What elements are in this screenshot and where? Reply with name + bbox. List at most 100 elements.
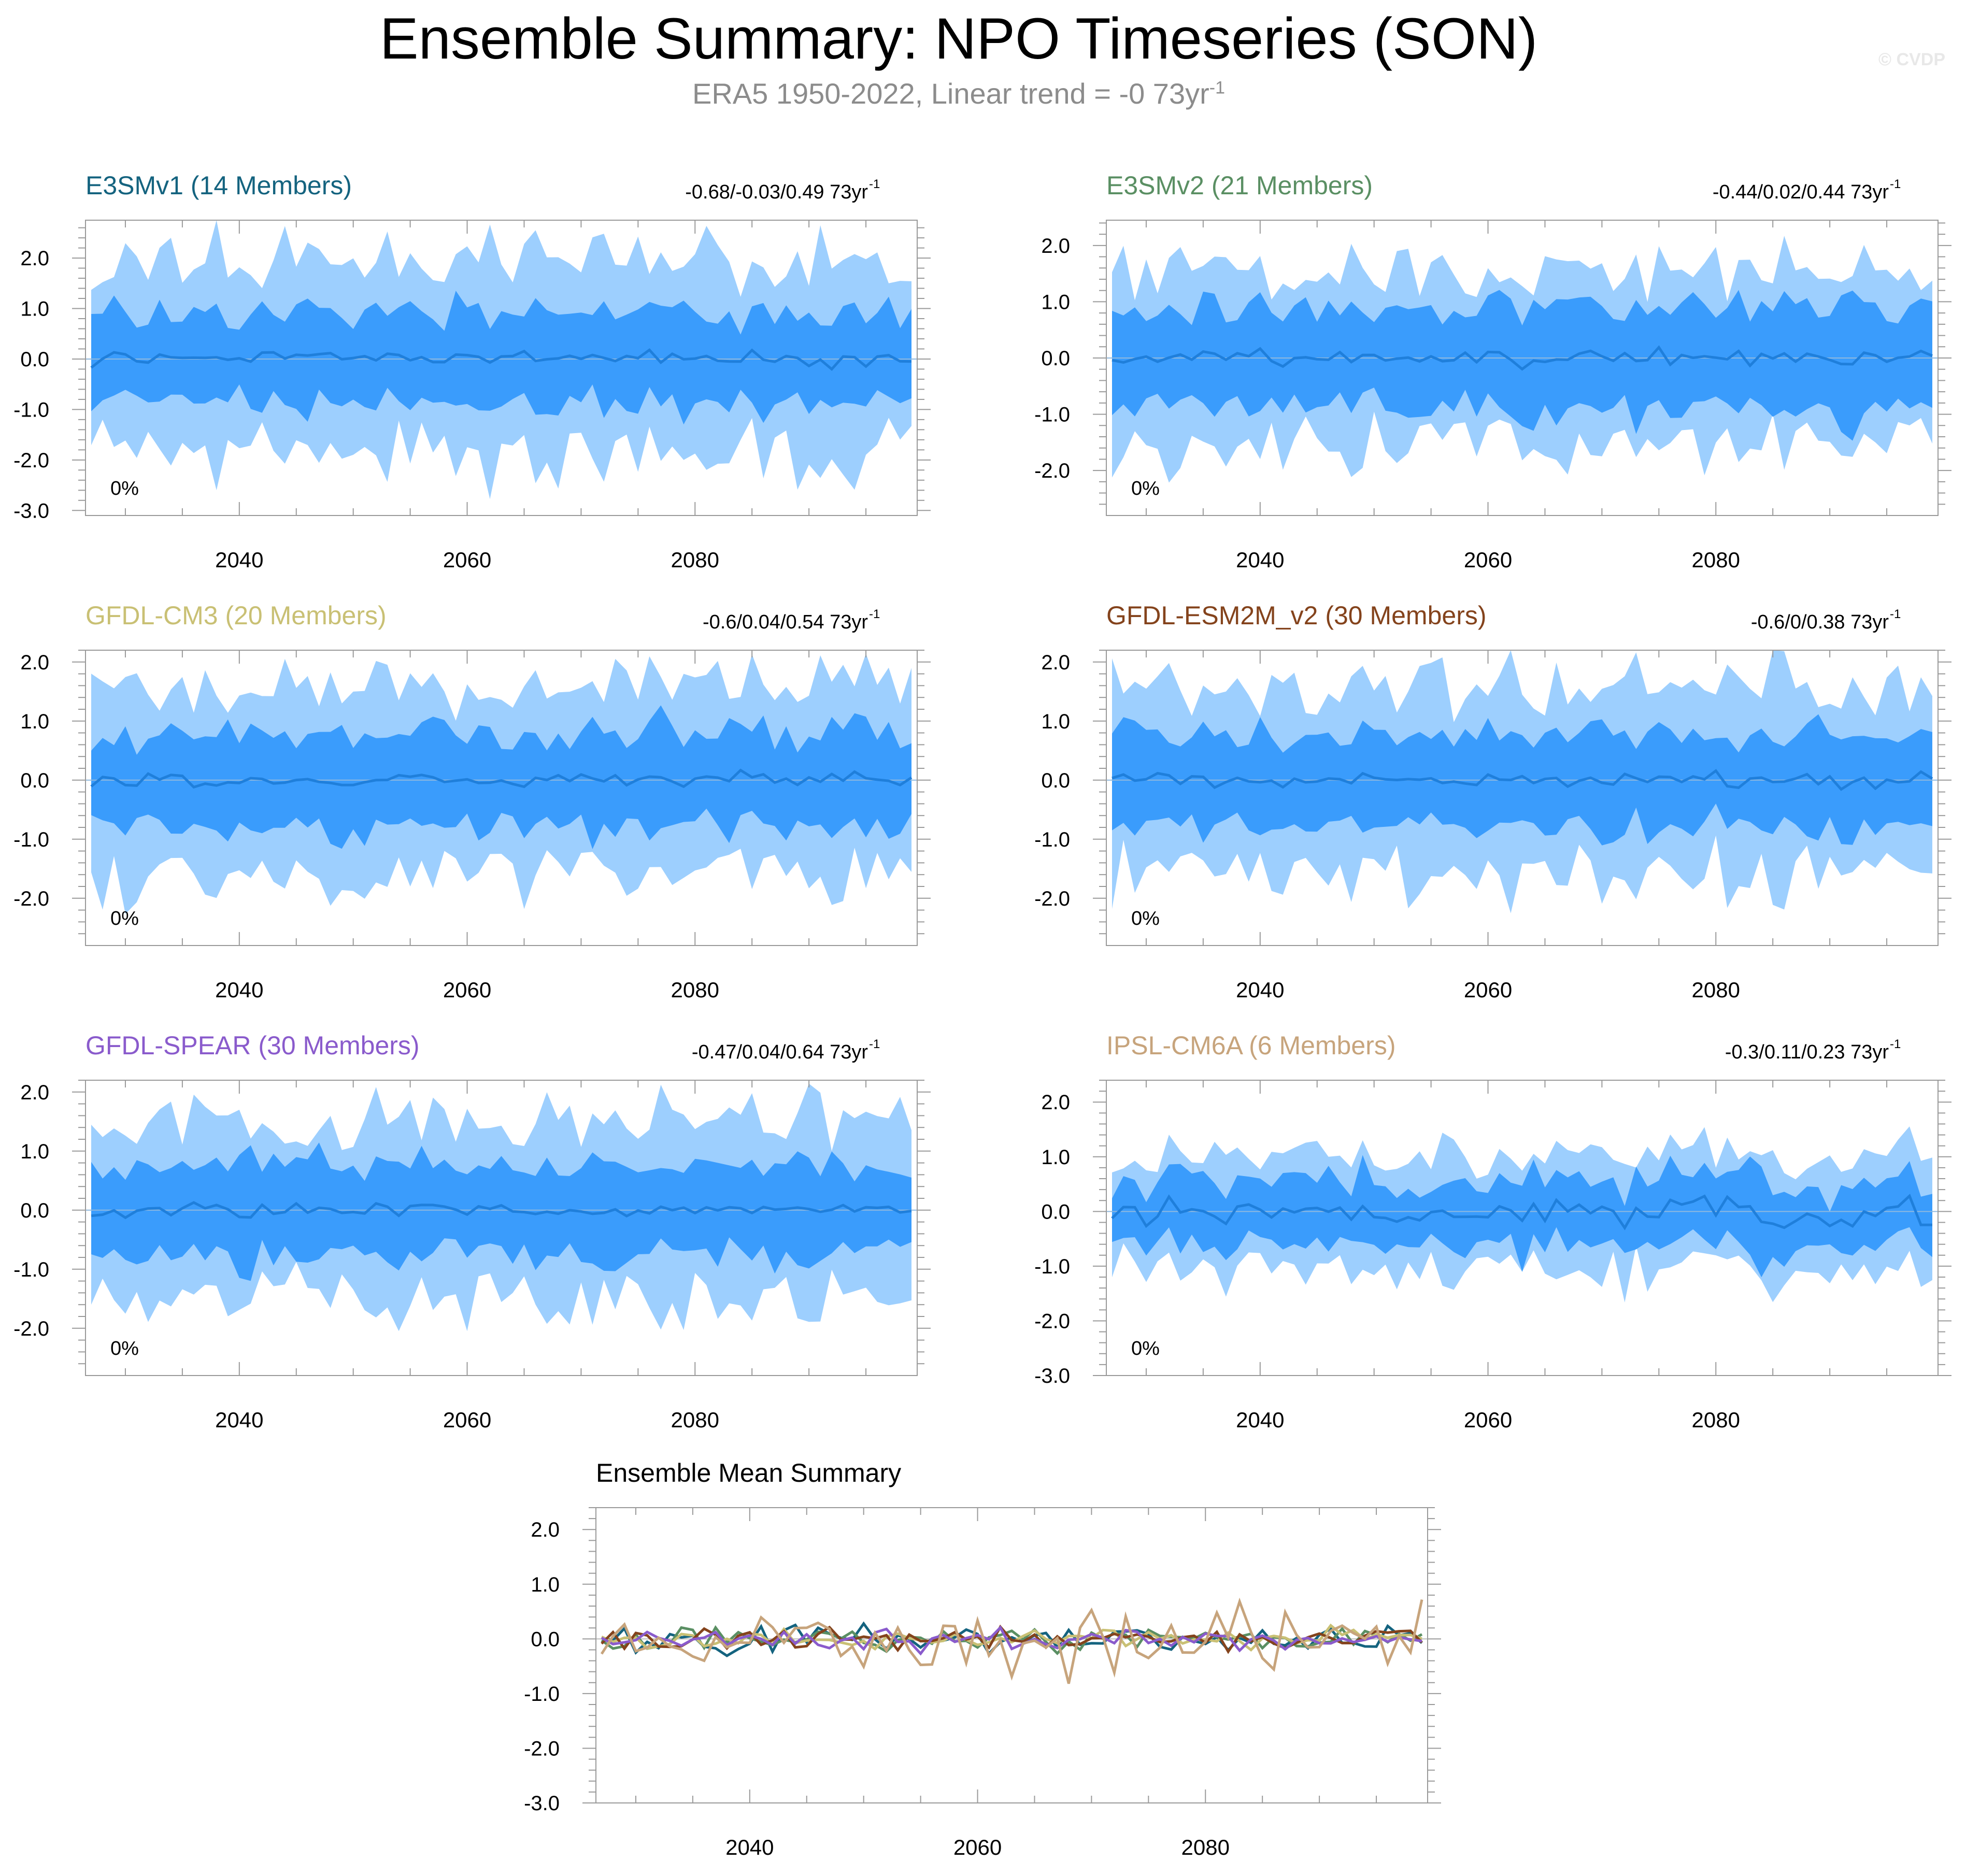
panel-title: E3SMv1 (14 Members) bbox=[86, 171, 352, 200]
y-tick-label: -1.0 bbox=[1034, 1255, 1070, 1278]
y-tick-label: -2.0 bbox=[13, 1318, 49, 1340]
x-tick-label: 2080 bbox=[671, 978, 719, 1002]
ensemble-mean-line bbox=[90, 768, 913, 789]
x-tick-label: 2080 bbox=[1692, 1408, 1740, 1432]
x-tick-label: 2080 bbox=[1692, 978, 1740, 1002]
y-tick-label: 0.0 bbox=[1041, 769, 1070, 792]
percent-label: 0% bbox=[1131, 908, 1160, 929]
plot-frame bbox=[1106, 220, 1939, 516]
plot-frame bbox=[595, 1507, 1428, 1803]
y-tick-label: -2.0 bbox=[524, 1737, 560, 1760]
x-tick-label: 2060 bbox=[1464, 978, 1512, 1002]
x-tick-label: 2080 bbox=[671, 1408, 719, 1432]
y-tick-label: 1.0 bbox=[531, 1573, 560, 1596]
panel-title: E3SMv2 (21 Members) bbox=[1106, 171, 1373, 200]
trend-label: -0.6/0.04/0.54 73yr bbox=[703, 611, 868, 633]
percent-label: 0% bbox=[1131, 478, 1160, 499]
subtitle-exponent: -1 bbox=[1209, 78, 1225, 98]
inner-range-band bbox=[91, 1142, 911, 1281]
x-tick-label: 2060 bbox=[443, 548, 491, 572]
y-tick-label: 2.0 bbox=[1041, 235, 1070, 257]
y-tick-label: -3.0 bbox=[1034, 1365, 1070, 1387]
y-tick-label: 1.0 bbox=[20, 298, 49, 321]
y-tick-label: 0.0 bbox=[531, 1628, 560, 1651]
trend-exponent: -1 bbox=[1890, 177, 1901, 191]
y-tick-label: -2.0 bbox=[1034, 1310, 1070, 1333]
percent-label: 0% bbox=[110, 478, 139, 499]
chart-panel-1: E3SMv1 (14 Members) -0.68/-0.03/0.49 73yr… bbox=[13, 171, 931, 572]
trend-label: -0.6/0/0.38 73yr bbox=[1751, 611, 1889, 633]
y-tick-label: -1.0 bbox=[524, 1683, 560, 1706]
series-line-gfdl-spear bbox=[601, 1625, 1422, 1656]
ensemble-mean-line bbox=[1111, 1194, 1933, 1230]
y-tick-label: 2.0 bbox=[1041, 1091, 1070, 1114]
trend-exponent: -1 bbox=[1890, 607, 1901, 621]
y-tick-label: 0.0 bbox=[1041, 347, 1070, 370]
y-tick-label: 2.0 bbox=[20, 651, 49, 674]
y-tick-label: -1.0 bbox=[13, 828, 49, 851]
x-tick-label: 2040 bbox=[215, 1408, 263, 1432]
panel-title: Ensemble Mean Summary bbox=[596, 1458, 901, 1487]
x-tick-label: 2040 bbox=[1236, 1408, 1284, 1432]
plot-frame bbox=[1106, 1080, 1939, 1376]
trend-label: -0.47/0.04/0.64 73yr bbox=[692, 1041, 868, 1063]
ensemble-mean-line bbox=[1112, 769, 1933, 791]
panel-title: GFDL-SPEAR (30 Members) bbox=[86, 1031, 420, 1060]
y-tick-label: -1.0 bbox=[1034, 828, 1070, 851]
page-title: Ensemble Summary: NPO Timeseries (SON) bbox=[379, 6, 1538, 71]
percent-label: 0% bbox=[1131, 1338, 1160, 1359]
trend-exponent: -1 bbox=[869, 1037, 880, 1051]
y-tick-label: 2.0 bbox=[20, 1081, 49, 1104]
plot-frame bbox=[1106, 650, 1939, 946]
chart-panel-5: GFDL-SPEAR (30 Members) -0.47/0.04/0.64 7… bbox=[13, 1031, 931, 1432]
chart-panel-7: Ensemble Mean Summary 2.0 1.0 0.0 -1.0 -2.0 -3… bbox=[524, 1458, 1441, 1859]
x-tick-label: 2080 bbox=[1692, 548, 1740, 572]
y-tick-label: -2.0 bbox=[13, 449, 49, 472]
percent-label: 0% bbox=[110, 1338, 139, 1359]
plot-frame bbox=[85, 220, 918, 516]
panel-title: GFDL-ESM2M_v2 (30 Members) bbox=[1106, 601, 1487, 630]
y-tick-label: -2.0 bbox=[1034, 887, 1070, 910]
chart-panel-3: GFDL-CM3 (20 Members) -0.6/0.04/0.54 73yr… bbox=[13, 601, 931, 1002]
plot-frame bbox=[85, 650, 918, 946]
y-tick-label: 1.0 bbox=[1041, 710, 1070, 733]
x-tick-label: 2060 bbox=[443, 1408, 491, 1432]
ensemble-mean-line bbox=[90, 348, 912, 371]
x-tick-label: 2080 bbox=[1181, 1835, 1230, 1859]
y-tick-label: 2.0 bbox=[20, 247, 49, 270]
copyright-watermark: © CVDP bbox=[1878, 50, 1945, 69]
y-tick-label: -1.0 bbox=[13, 398, 49, 421]
inner-range-band bbox=[1112, 290, 1932, 441]
x-tick-label: 2040 bbox=[1236, 548, 1284, 572]
x-tick-label: 2040 bbox=[215, 978, 263, 1002]
y-tick-label: 2.0 bbox=[531, 1519, 560, 1541]
x-tick-label: 2040 bbox=[215, 548, 263, 572]
subtitle-text: ERA5 1950-2022, Linear trend = -0 73yr bbox=[692, 77, 1209, 110]
trend-label: -0.44/0.02/0.44 73yr bbox=[1713, 181, 1889, 203]
y-tick-label: 1.0 bbox=[20, 710, 49, 733]
ensemble-mean-line bbox=[91, 1201, 912, 1220]
x-tick-label: 2060 bbox=[1464, 548, 1512, 572]
y-tick-label: 0.0 bbox=[20, 348, 49, 371]
trend-exponent: -1 bbox=[869, 607, 880, 621]
trend-exponent: -1 bbox=[1890, 1037, 1901, 1051]
y-tick-label: -2.0 bbox=[13, 887, 49, 910]
y-tick-label: 1.0 bbox=[20, 1140, 49, 1163]
y-tick-label: -2.0 bbox=[1034, 460, 1070, 482]
trend-exponent: -1 bbox=[869, 177, 880, 191]
x-tick-label: 2040 bbox=[1236, 978, 1284, 1002]
x-tick-label: 2080 bbox=[671, 548, 719, 572]
chart-panel-4: GFDL-ESM2M_v2 (30 Members) -0.6/0/0.38 73… bbox=[1034, 601, 1951, 1002]
series-line-e3smv1 bbox=[601, 1621, 1423, 1657]
y-tick-label: 0.0 bbox=[1041, 1200, 1070, 1223]
y-tick-label: 0.0 bbox=[20, 1199, 49, 1222]
y-tick-label: -3.0 bbox=[524, 1792, 560, 1815]
y-tick-label: -1.0 bbox=[1034, 404, 1070, 426]
trend-label: -0.68/-0.03/0.49 73yr bbox=[685, 181, 868, 203]
y-tick-label: 2.0 bbox=[1041, 651, 1070, 674]
x-tick-label: 2060 bbox=[953, 1835, 1002, 1859]
ensemble-mean-line bbox=[1112, 345, 1933, 371]
chart-panel-2: E3SMv2 (21 Members) -0.44/0.02/0.44 73yr -… bbox=[1034, 171, 1951, 572]
x-tick-label: 2040 bbox=[725, 1835, 774, 1859]
panel-title: IPSL-CM6A (6 Members) bbox=[1106, 1031, 1395, 1060]
